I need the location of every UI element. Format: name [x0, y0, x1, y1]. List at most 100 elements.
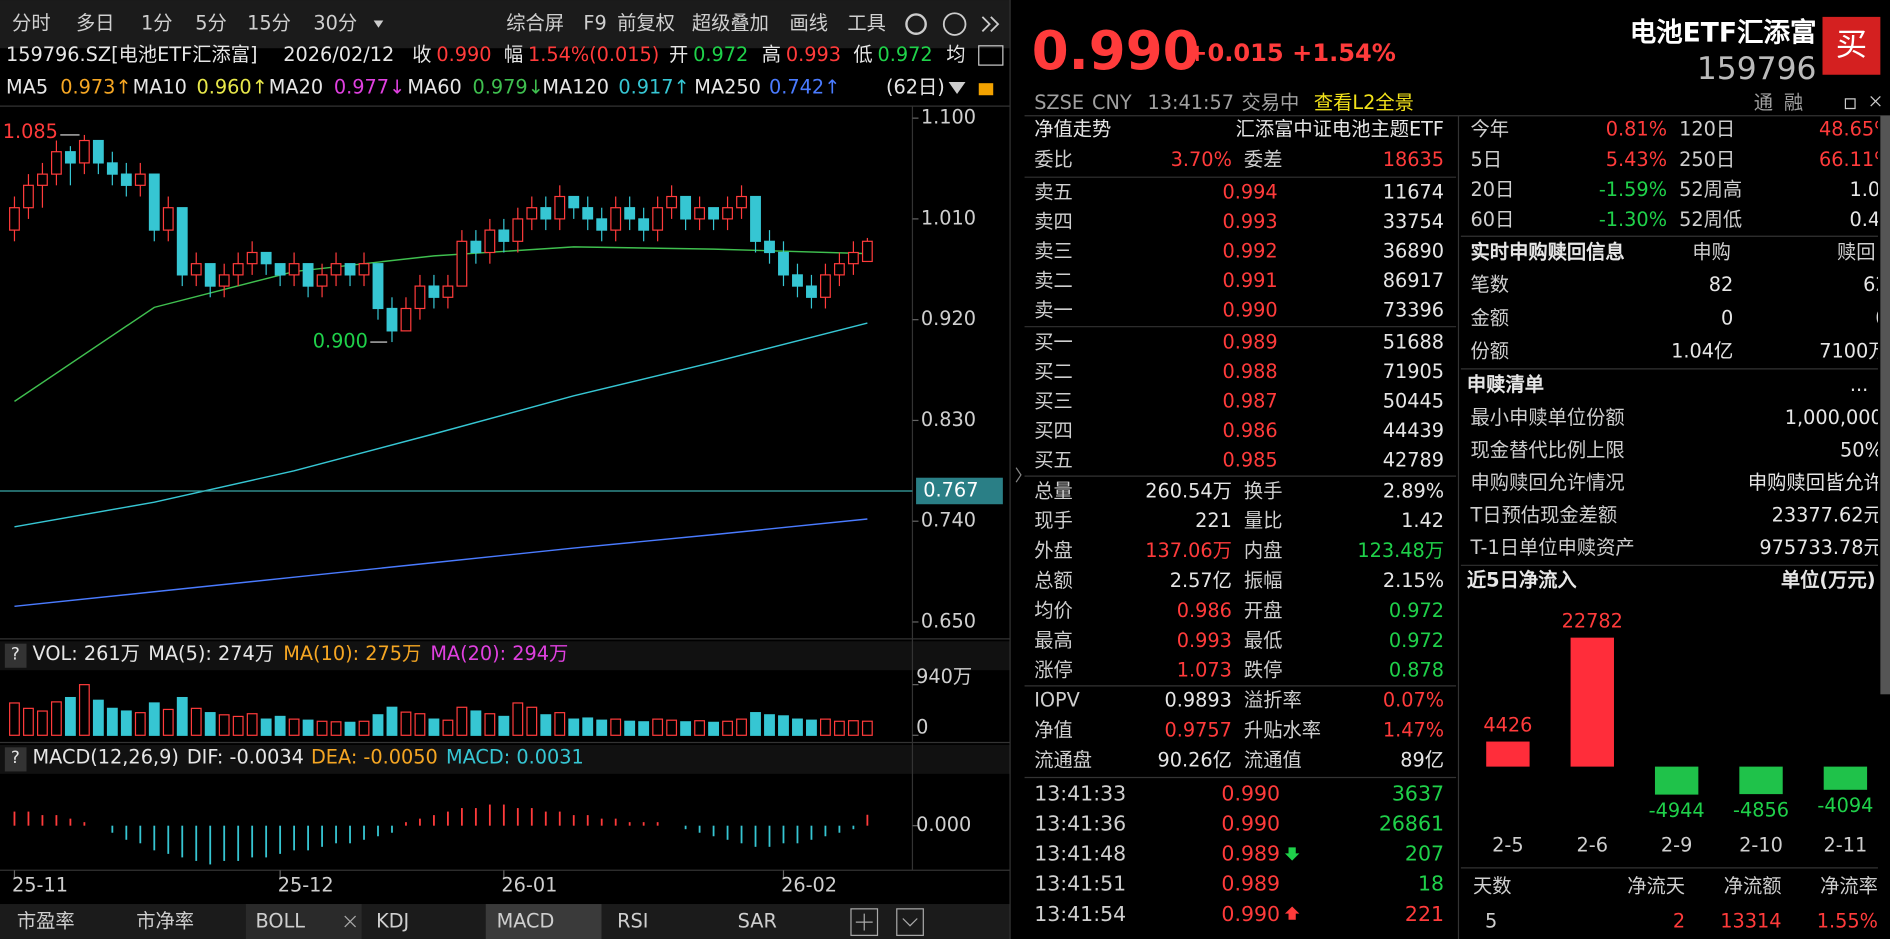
buy-button[interactable]: 买 — [1836, 27, 1867, 63]
buy-button-bg[interactable] — [1822, 16, 1881, 75]
flow-bar — [1570, 637, 1614, 767]
candle-body — [833, 263, 845, 276]
stat-value: 2.89% — [1383, 479, 1444, 502]
period-tab[interactable]: 5分 — [195, 12, 227, 35]
row-label: T日预估现金差额 — [1470, 503, 1618, 526]
help-icon[interactable] — [4, 747, 27, 772]
more-button[interactable]: ... — [1850, 373, 1868, 396]
tool-button[interactable]: 工具 — [847, 12, 886, 35]
l2-link[interactable]: 查看L2全景 — [1314, 91, 1414, 114]
summary-value: 13314 — [1720, 910, 1781, 933]
summary-value: 5 — [1485, 910, 1497, 933]
row-label: 笔数 — [1471, 273, 1510, 296]
order-volume: 11674 — [1383, 180, 1444, 203]
order-label: 卖一 — [1034, 298, 1073, 321]
volume-bar — [540, 714, 552, 736]
ma-name: MA250 — [694, 76, 761, 99]
tool-button[interactable]: 超级叠加 — [692, 12, 769, 35]
indicator-tab[interactable]: MACD — [497, 910, 555, 933]
period-tab[interactable]: 15分 — [247, 12, 291, 35]
candle-body — [316, 274, 328, 287]
volume-bar — [806, 719, 817, 736]
indicator-tab[interactable]: 市净率 — [136, 910, 194, 933]
stat-value: 89亿 — [1400, 748, 1444, 771]
candle-body — [512, 218, 524, 242]
indicator-tab[interactable]: 市盈率 — [17, 910, 75, 933]
candle-body — [50, 151, 62, 175]
range-selector[interactable]: (62日) — [886, 76, 945, 99]
volume-bar — [400, 711, 412, 736]
indicator-tab[interactable]: KDJ — [376, 910, 409, 933]
perf-label: 60日 — [1471, 208, 1515, 231]
stat-value: 2.15% — [1383, 569, 1444, 592]
period-tab[interactable]: 30分 — [313, 12, 357, 35]
section-title: 申赎清单 — [1467, 373, 1544, 396]
y-tick-label: 0.000 — [916, 813, 971, 836]
tick-price: 0.989 — [1221, 842, 1280, 866]
period-tab[interactable]: 1分 — [141, 12, 173, 35]
tool-button[interactable]: 画线 — [790, 12, 829, 35]
stat-label: 升贴水率 — [1244, 718, 1321, 741]
tick-volume: 221 — [1405, 902, 1444, 926]
volume-bar — [582, 717, 594, 736]
nav-trend-link[interactable]: 净值走势 — [1034, 118, 1111, 141]
volume-bar — [64, 696, 76, 736]
stat-label: 总量 — [1034, 479, 1073, 502]
candle-body — [428, 285, 440, 298]
volume-bar — [344, 721, 356, 736]
row-value: 23377.62元 — [1772, 503, 1883, 526]
perf-value: -1.59% — [1599, 178, 1667, 201]
tool-button[interactable]: 综合屏 — [506, 12, 564, 35]
volume-bar — [204, 712, 216, 736]
stat-value: 0.986 — [1177, 599, 1232, 622]
tick-price: 0.990 — [1221, 811, 1280, 835]
row-value: 50% — [1840, 438, 1883, 461]
candle-body — [442, 285, 454, 298]
stat-label: 现手 — [1034, 509, 1073, 532]
tick-volume: 18 — [1418, 872, 1444, 896]
macd-legend: MACD: 0.0031 — [446, 746, 584, 769]
perf-label: 5日 — [1471, 148, 1503, 171]
perf-label: 20日 — [1471, 178, 1515, 201]
volume-bar — [470, 710, 482, 736]
candle-body — [148, 173, 160, 231]
volume-bar — [176, 696, 188, 736]
indicator-tab[interactable]: SAR — [738, 910, 777, 933]
row-value: 0 — [1721, 306, 1733, 329]
row-label: 现金替代比例上限 — [1471, 438, 1625, 461]
volume-legend: MA(5): 274万 — [148, 642, 274, 665]
volume-bar — [596, 719, 608, 736]
indicator-tab[interactable]: BOLL — [256, 910, 306, 933]
help-icon[interactable] — [4, 643, 27, 668]
tick-time: 13:41:33 — [1034, 781, 1126, 805]
candle-body — [344, 263, 356, 276]
candle-body — [176, 207, 188, 276]
row-label: 份额 — [1471, 339, 1510, 362]
volume-bar — [246, 713, 258, 736]
volume-bar — [414, 713, 426, 736]
candle-body — [218, 274, 230, 287]
volume-bar — [92, 699, 104, 736]
candle-body — [484, 229, 496, 254]
volume-bar — [498, 715, 510, 736]
indicator-tab[interactable]: RSI — [617, 910, 648, 933]
candle-body — [302, 263, 314, 287]
period-tab[interactable]: 多日 — [76, 12, 115, 35]
perf-label: 52周高 — [1679, 178, 1742, 201]
tool-button[interactable]: F9 — [583, 12, 606, 35]
tick-time: 13:41:36 — [1034, 811, 1126, 835]
volume-bar — [764, 714, 775, 736]
status-item: 交易中 — [1242, 91, 1300, 114]
security-name: 电池ETF汇添富 — [1630, 17, 1817, 48]
candle-body — [638, 218, 650, 231]
volume-bar — [386, 706, 398, 736]
tool-button[interactable]: 前复权 — [617, 12, 675, 35]
code: 159796.SZ[电池ETF汇添富] — [6, 43, 257, 66]
period-tab[interactable]: 分时 — [12, 12, 51, 35]
candle-body — [288, 263, 300, 276]
candle-body — [806, 285, 817, 298]
order-label: 卖四 — [1034, 210, 1073, 233]
volume-bar — [260, 718, 272, 736]
